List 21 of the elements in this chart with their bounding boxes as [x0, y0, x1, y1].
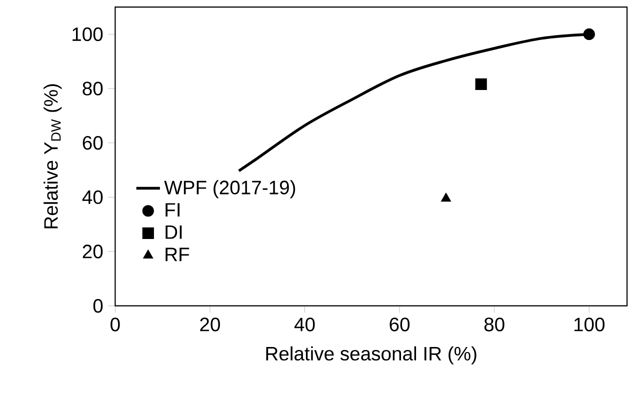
x-axis-title: Relative seasonal IR (%) — [266, 346, 476, 364]
point — [583, 28, 595, 40]
legend-label: RF — [166, 248, 190, 262]
y-tick-label: 80 — [82, 82, 103, 96]
legend-label: FI — [166, 203, 180, 216]
x-tick-label: 80 — [484, 318, 504, 332]
point — [475, 78, 487, 90]
x-tick-label: 20 — [200, 318, 220, 332]
x-tick-label: 0 — [110, 318, 120, 332]
x-tick-label: 40 — [294, 318, 315, 332]
y-tick-label: 100 — [72, 27, 103, 42]
y-tick-label: 60 — [82, 136, 103, 150]
y-axis-title: Relative Y$_{DW}$ (%) — [44, 84, 62, 228]
x-tick-label: 100 — [574, 318, 605, 332]
y-tick-label: 20 — [82, 244, 103, 258]
y-tick-label: 0 — [93, 298, 103, 313]
legend-label: WPF (2017-19) — [164, 180, 296, 198]
point — [440, 192, 452, 202]
y-tick-label: 40 — [82, 190, 103, 204]
legend-label: DI — [166, 225, 182, 239]
x-tick-label: 60 — [390, 318, 410, 332]
